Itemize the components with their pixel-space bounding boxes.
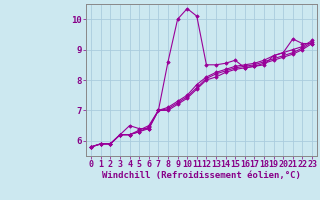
X-axis label: Windchill (Refroidissement éolien,°C): Windchill (Refroidissement éolien,°C)	[102, 171, 301, 180]
